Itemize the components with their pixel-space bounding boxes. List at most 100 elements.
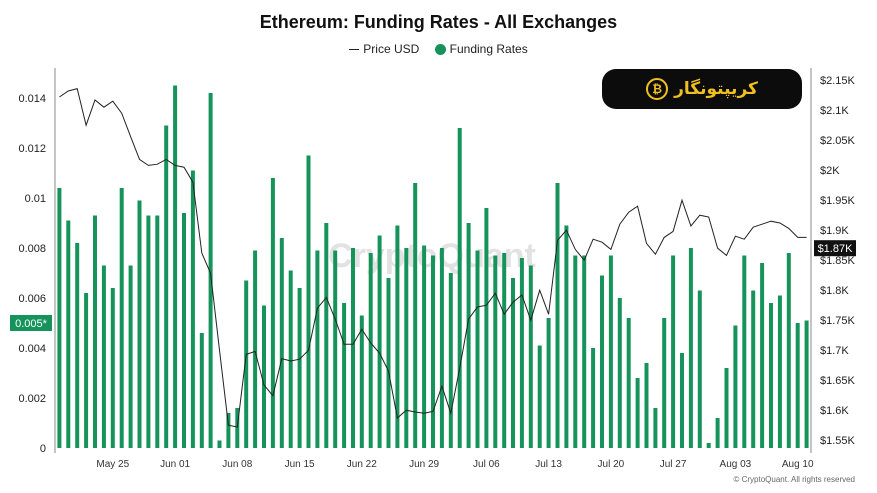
right-tick-label: $1.8K <box>820 285 849 297</box>
funding-bar <box>484 208 489 448</box>
funding-bar <box>288 270 293 448</box>
x-tick-label: Jul 27 <box>660 459 687 470</box>
funding-bar <box>626 318 631 448</box>
funding-bar <box>760 263 765 448</box>
funding-bar <box>751 290 756 448</box>
funding-bar <box>608 255 613 448</box>
funding-bar <box>519 258 524 448</box>
right-tick-label: $2K <box>820 165 840 177</box>
funding-bar <box>555 183 560 448</box>
funding-bar <box>368 253 373 448</box>
funding-bar <box>431 255 435 448</box>
funding-bar <box>582 255 587 448</box>
x-tick-label: Jul 20 <box>598 459 625 470</box>
right-tick-label: $1.65K <box>820 375 856 387</box>
x-tick-label: Jul 13 <box>535 459 562 470</box>
funding-bar <box>75 243 80 448</box>
funding-bar <box>146 215 151 448</box>
left-tick-label: 0.002 <box>18 393 46 405</box>
legend-line-marker <box>349 49 360 51</box>
funding-bar <box>528 265 533 448</box>
left-tick-label: 0.004 <box>18 343 46 355</box>
funding-bar <box>297 288 302 448</box>
x-tick-label: Jun 29 <box>409 459 439 470</box>
legend-label-price: Price USD <box>363 41 420 56</box>
funding-bar <box>653 408 658 448</box>
brand-logo: ₿ کریپتونگار <box>602 69 802 109</box>
funding-bar <box>564 225 569 448</box>
funding-bar <box>128 265 133 448</box>
funding-bar <box>448 273 453 448</box>
right-tick-label: $1.7K <box>820 345 849 357</box>
x-tick-label: Jun 22 <box>347 459 377 470</box>
x-tick-label: Jul 06 <box>473 459 500 470</box>
left-tick-label: 0.014 <box>18 93 46 105</box>
funding-bar <box>662 318 667 448</box>
funding-bar <box>155 215 160 448</box>
funding-bar <box>235 408 240 448</box>
funding-bar <box>697 290 702 448</box>
funding-bar <box>93 215 97 448</box>
legend: Price USD Funding Rates <box>0 41 877 56</box>
funding-bar <box>342 303 347 448</box>
price-series <box>59 87 807 428</box>
left-tick-label: 0.01 <box>25 193 46 205</box>
funding-bar <box>600 275 604 448</box>
funding-bar <box>733 325 738 448</box>
funding-bar <box>173 85 178 448</box>
funding-bar <box>164 125 169 448</box>
funding-bar <box>413 183 418 448</box>
funding-bar <box>680 353 684 448</box>
funding-bar <box>617 298 622 448</box>
funding-bar <box>422 245 427 448</box>
chart-title: Ethereum: Funding Rates - All Exchanges <box>259 12 618 32</box>
funding-bar <box>457 128 462 448</box>
funding-bar <box>110 288 115 448</box>
funding-bar <box>377 235 382 448</box>
funding-bar <box>315 250 320 448</box>
left-tick-label: 0.012 <box>18 143 46 155</box>
funding-bar <box>57 188 62 448</box>
funding-bar <box>742 255 747 448</box>
funding-bar <box>244 280 249 448</box>
funding-bar <box>688 248 693 448</box>
legend-item-funding[interactable]: Funding Rates <box>434 41 528 56</box>
funding-bar <box>511 278 515 448</box>
legend-item-price[interactable]: Price USD <box>349 42 419 56</box>
funding-bar <box>395 225 400 448</box>
funding-bar <box>439 248 444 448</box>
funding-bar <box>333 250 338 448</box>
price-line <box>59 87 807 428</box>
funding-bar <box>404 248 409 448</box>
funding-bar <box>777 295 782 448</box>
right-axis-ticks: $1.55K$1.6K$1.65K$1.7K$1.75K$1.8K$1.85K$… <box>820 75 856 447</box>
funding-bar <box>537 345 542 448</box>
x-axis-ticks: May 25 Jun 01 Jun 08 Jun 15 Jun 22 Jun 29 Jul … <box>96 459 814 470</box>
funding-bar <box>306 155 311 448</box>
funding-bar <box>66 220 71 448</box>
x-tick-label: Jun 15 <box>285 459 315 470</box>
funding-bar <box>84 293 89 448</box>
left-tick-label: 0.008 <box>18 243 46 255</box>
left-tick-label: 0 <box>40 443 46 455</box>
x-tick-label: Jun 01 <box>160 459 190 470</box>
current-price-badge <box>814 240 856 257</box>
funding-bar <box>182 213 186 448</box>
funding-bar <box>199 333 204 448</box>
funding-bar <box>351 248 355 448</box>
funding-bar <box>493 255 498 448</box>
funding-bar <box>190 170 195 448</box>
funding-bar <box>804 320 809 448</box>
legend-dot-marker <box>434 44 446 56</box>
funding-bar <box>635 378 640 448</box>
copyright-notice: © CryptoQuant. All rights reserved <box>733 475 856 484</box>
current-funding-label: 0.005* <box>15 318 48 330</box>
funding-bar <box>573 255 578 448</box>
bitcoin-coin-icon: ₿ <box>646 78 669 100</box>
legend-label-funding: Funding Rates <box>449 41 528 56</box>
current-value-badges: 0.005* $1.87K <box>10 240 856 331</box>
funding-bar <box>101 265 106 448</box>
right-tick-label: $1.6K <box>820 405 849 417</box>
funding-bar <box>119 188 124 448</box>
